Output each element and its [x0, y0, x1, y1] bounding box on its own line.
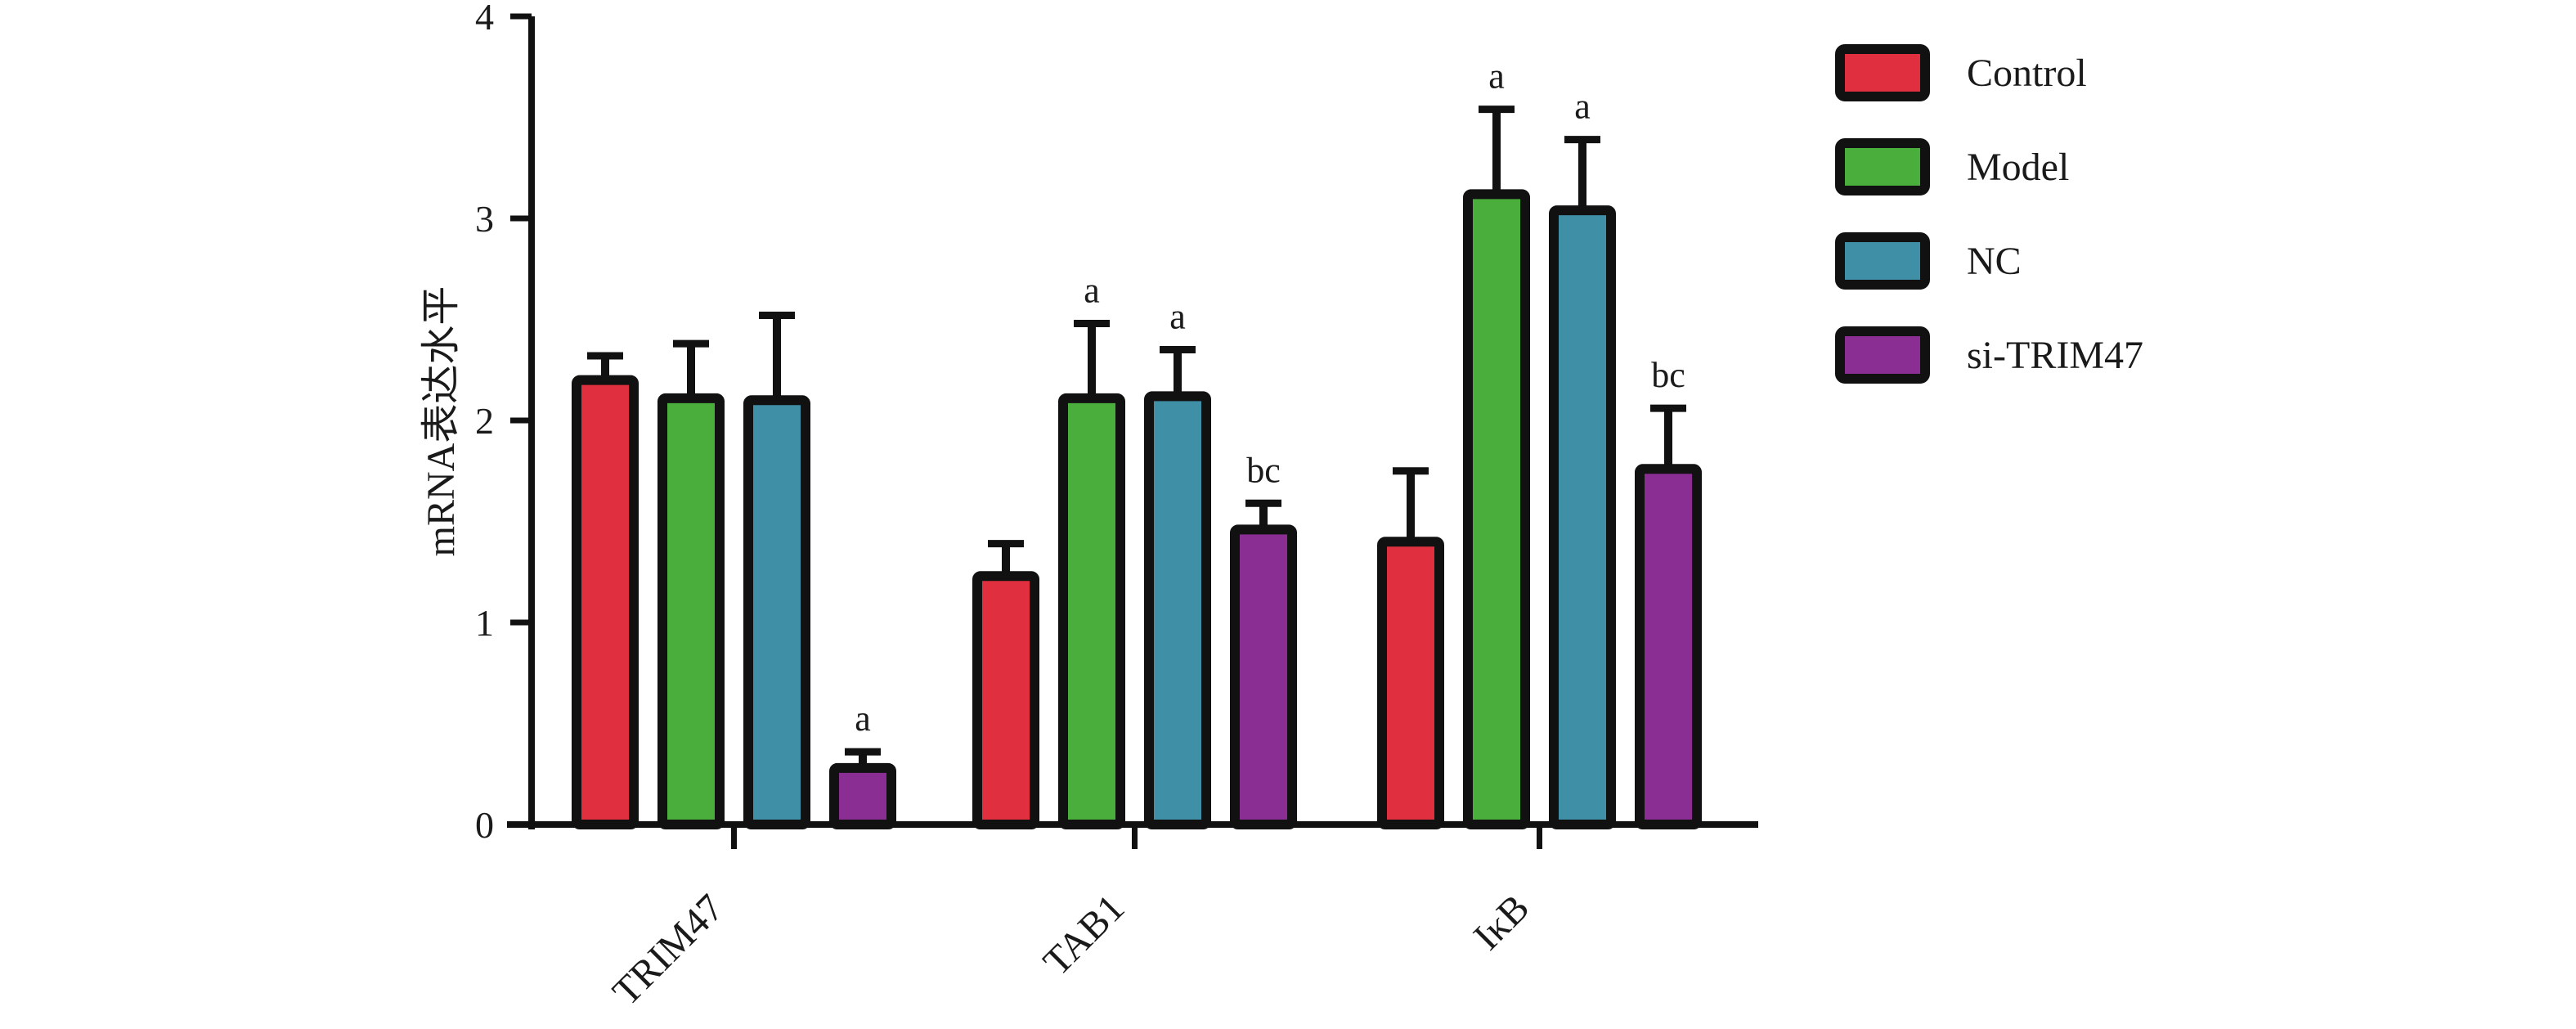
significance-label: a: [1488, 56, 1505, 97]
y-tick-label: 2: [475, 400, 494, 442]
bar-control: [972, 571, 1039, 829]
legend-swatch: [1835, 138, 1930, 195]
bar-si-trim47: [829, 762, 896, 830]
bar-model: [1463, 189, 1530, 830]
legend-label: NC: [1967, 240, 2022, 283]
bar-model: [1058, 393, 1125, 829]
significance-label: bc: [1651, 355, 1685, 395]
x-axis: TRIM47 TAB1 IκB: [507, 821, 1758, 1014]
legend: Control Model NC si-TRIM47: [1835, 44, 2143, 384]
bar-nc: [1549, 205, 1616, 829]
bar-si-trim47: [1230, 524, 1297, 829]
legend-label: Control: [1967, 52, 2087, 95]
significance-label: bc: [1246, 450, 1281, 490]
bar-control: [572, 375, 639, 830]
y-tick-label: 4: [475, 0, 494, 38]
significance-label: a: [1084, 270, 1100, 310]
y-axis: 0 1 2 3 4 mRNA表达水平: [420, 0, 535, 846]
y-axis-title: mRNA表达水平: [420, 286, 463, 557]
significance-label: a: [1574, 87, 1591, 127]
category-label: TAB1: [1035, 886, 1133, 984]
bar-model: [657, 393, 725, 829]
legend-swatch: [1835, 232, 1930, 290]
bars: a a a a a bc bc: [572, 56, 1702, 830]
legend-swatch: [1835, 44, 1930, 101]
y-tick-label: 1: [475, 602, 494, 644]
category-label: IκB: [1465, 886, 1538, 959]
y-tick-label: 3: [475, 198, 494, 240]
bar-control: [1377, 537, 1444, 829]
legend-label: si-TRIM47: [1967, 334, 2143, 377]
significance-label: a: [1169, 297, 1186, 337]
legend-label: Model: [1967, 146, 2069, 189]
legend-swatch: [1835, 326, 1930, 384]
category-label: TRIM47: [604, 886, 732, 1013]
significance-label: a: [855, 699, 871, 739]
y-tick-label: 0: [475, 804, 494, 846]
bar-si-trim47: [1635, 464, 1702, 830]
bar-nc: [1144, 391, 1211, 829]
bar-nc: [743, 395, 810, 829]
